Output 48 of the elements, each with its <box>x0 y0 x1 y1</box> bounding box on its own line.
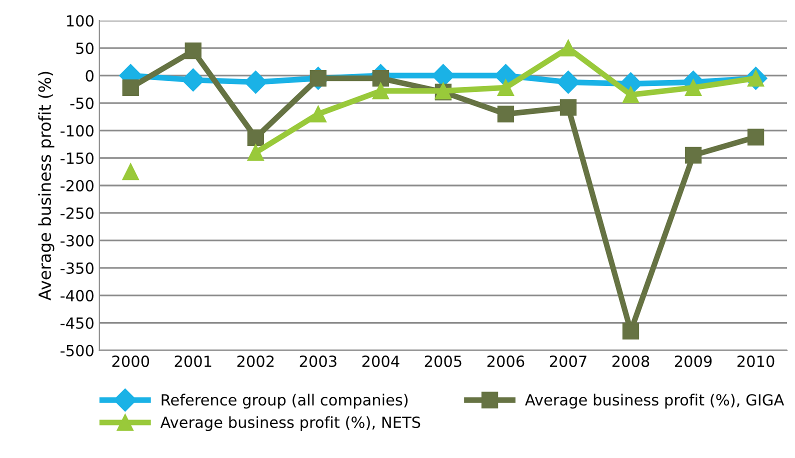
y-tick-label: -400 <box>60 290 94 302</box>
x-tick-label: 2000 <box>112 356 150 368</box>
y-tick-label: -450 <box>60 317 94 329</box>
x-tick-label: 2006 <box>487 356 524 368</box>
point <box>622 322 640 340</box>
point <box>372 82 390 100</box>
y-tick-label: -250 <box>60 207 94 219</box>
x-tick-label: 2007 <box>550 356 586 368</box>
y-tick-label: 50 <box>76 42 94 54</box>
y-tick-label: 0 <box>86 70 94 82</box>
y-tick-label: -200 <box>60 180 94 192</box>
point <box>122 79 139 96</box>
point <box>622 86 640 104</box>
point <box>184 42 202 60</box>
legend-label: Average business profit (%), NETS <box>160 416 420 432</box>
point <box>244 70 268 94</box>
x-tick-label: 2002 <box>237 356 274 368</box>
x-tick-label: 2001 <box>174 356 212 368</box>
point <box>182 68 205 92</box>
point <box>497 106 514 122</box>
point <box>560 40 577 56</box>
point <box>310 106 327 122</box>
x-tick-label: 2008 <box>612 356 650 368</box>
y-tick-label: -500 <box>60 344 94 356</box>
x-tick-label: 2004 <box>362 356 400 368</box>
legend-label: Average business profit (%), GIGA <box>525 394 784 409</box>
y-tick-label: -100 <box>60 124 94 137</box>
point <box>497 79 514 96</box>
point <box>747 128 764 146</box>
y-tick-label: 100 <box>67 15 94 27</box>
y-tick-label: -150 <box>60 152 94 164</box>
x-tick-label: 2009 <box>674 356 712 368</box>
legend-label: Reference group (all companies) <box>162 394 408 409</box>
y-tick-label: -300 <box>60 234 94 246</box>
y-tick-label: -350 <box>60 262 94 274</box>
point <box>684 79 702 96</box>
x-tick-label: 2003 <box>300 356 336 368</box>
x-tick-label: 2010 <box>737 356 774 368</box>
point <box>560 99 577 116</box>
point <box>684 146 702 164</box>
point <box>122 163 139 180</box>
y-tick-label: -50 <box>70 98 94 110</box>
point <box>247 144 264 161</box>
x-tick-label: 2005 <box>424 356 462 368</box>
y-axis-title: Average business profit (%) <box>38 72 54 300</box>
point <box>556 70 580 94</box>
point <box>372 70 390 87</box>
point <box>247 129 264 146</box>
